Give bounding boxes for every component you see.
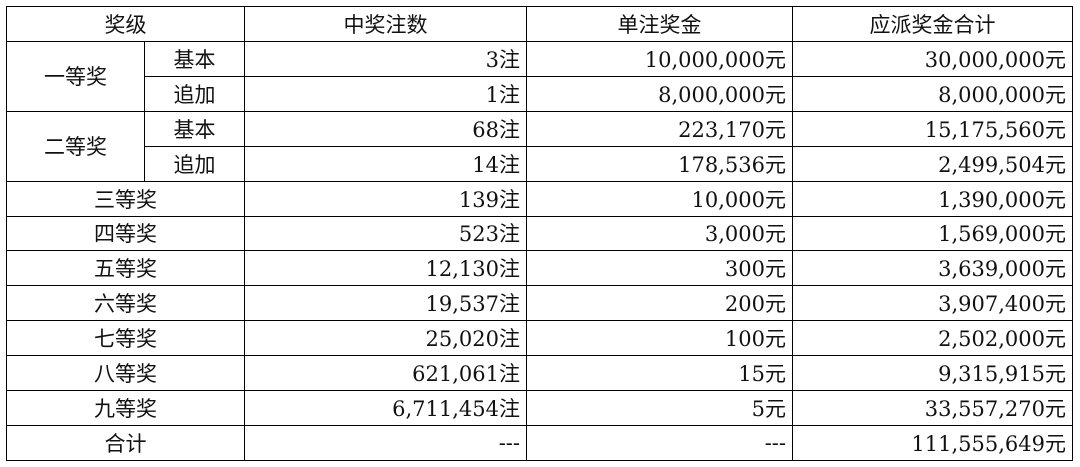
- winners-cell: 68注: [244, 110, 527, 147]
- total-cell: 2,499,504元: [792, 145, 1073, 182]
- level-name: 一等奖: [6, 40, 145, 112]
- table-row: 七等奖 25,020注 100元 2,502,000元: [6, 320, 1073, 357]
- level-name: 九等奖: [6, 390, 245, 427]
- prize-cell: 10,000,000元: [526, 40, 793, 77]
- table-row: 五等奖 12,130注 300元 3,639,000元: [6, 250, 1073, 287]
- sub-level: 基本: [144, 40, 245, 77]
- table-row: 追加 14注 178,536元 2,499,504元: [7, 145, 1073, 182]
- sum-row: 合计 --- --- 111,555,649元: [6, 425, 1073, 461]
- header-prize: 单注奖金: [526, 6, 793, 42]
- prize-cell: 178,536元: [526, 145, 793, 182]
- level-name: 二等奖: [6, 110, 145, 182]
- sum-total: 111,555,649元: [792, 425, 1073, 461]
- total-cell: 3,907,400元: [792, 285, 1073, 322]
- table-row: 三等奖 139注 10,000元 1,390,000元: [6, 180, 1073, 217]
- table-row: 二等奖 基本 68注 223,170元 15,175,560元: [6, 110, 1073, 182]
- winners-cell: 3注: [244, 40, 527, 77]
- total-cell: 8,000,000元: [792, 75, 1073, 112]
- total-cell: 2,502,000元: [792, 320, 1073, 357]
- total-cell: 1,390,000元: [792, 180, 1073, 217]
- winners-cell: 1注: [244, 75, 527, 112]
- header-level: 奖级: [6, 6, 245, 42]
- winners-cell: 19,537注: [244, 285, 527, 322]
- prize-cell: 10,000元: [526, 180, 793, 217]
- header-winners: 中奖注数: [244, 6, 527, 42]
- prize-cell: 223,170元: [526, 110, 793, 147]
- total-cell: 1,569,000元: [792, 215, 1073, 252]
- sub-level: 追加: [144, 75, 245, 112]
- prize-cell: 8,000,000元: [526, 75, 793, 112]
- table-row: 一等奖 基本 3注 10,000,000元 30,000,000元: [6, 40, 1073, 112]
- total-cell: 15,175,560元: [792, 110, 1073, 147]
- total-cell: 30,000,000元: [792, 40, 1073, 77]
- level-name: 八等奖: [6, 355, 245, 392]
- level-name: 五等奖: [6, 250, 245, 287]
- prize-cell: 200元: [526, 285, 793, 322]
- table-row: 四等奖 523注 3,000元 1,569,000元: [6, 215, 1073, 252]
- total-cell: 3,639,000元: [792, 250, 1073, 287]
- prize-cell: 5元: [526, 390, 793, 427]
- sub-level: 追加: [144, 145, 245, 182]
- header-total: 应派奖金合计: [792, 6, 1073, 42]
- total-cell: 33,557,270元: [792, 390, 1073, 427]
- level-name: 三等奖: [6, 180, 245, 217]
- table-row: 六等奖 19,537注 200元 3,907,400元: [6, 285, 1073, 322]
- winners-cell: 139注: [244, 180, 527, 217]
- level-name: 七等奖: [6, 320, 245, 357]
- total-cell: 9,315,915元: [792, 355, 1073, 392]
- prize-cell: 15元: [526, 355, 793, 392]
- table-row: 追加 1注 8,000,000元 8,000,000元: [7, 75, 1073, 112]
- level-name: 四等奖: [6, 215, 245, 252]
- winners-cell: 25,020注: [244, 320, 527, 357]
- table-row: 九等奖 6,711,454注 5元 33,557,270元: [6, 390, 1073, 427]
- sum-winners: ---: [244, 425, 527, 461]
- winners-cell: 14注: [244, 145, 527, 182]
- winners-cell: 6,711,454注: [244, 390, 527, 427]
- header-row: 奖级 中奖注数 单注奖金 应派奖金合计: [6, 6, 1073, 42]
- prize-cell: 100元: [526, 320, 793, 357]
- prize-table: 奖级 中奖注数 单注奖金 应派奖金合计 一等奖 基本 3注 10,000,000…: [6, 6, 1073, 461]
- level-name: 六等奖: [6, 285, 245, 322]
- sum-prize: ---: [526, 425, 793, 461]
- prize-cell: 3,000元: [526, 215, 793, 252]
- table-row: 八等奖 621,061注 15元 9,315,915元: [6, 355, 1073, 392]
- sub-level: 基本: [144, 110, 245, 147]
- prize-cell: 300元: [526, 250, 793, 287]
- winners-cell: 621,061注: [244, 355, 527, 392]
- winners-cell: 12,130注: [244, 250, 527, 287]
- winners-cell: 523注: [244, 215, 527, 252]
- sum-label: 合计: [6, 425, 245, 461]
